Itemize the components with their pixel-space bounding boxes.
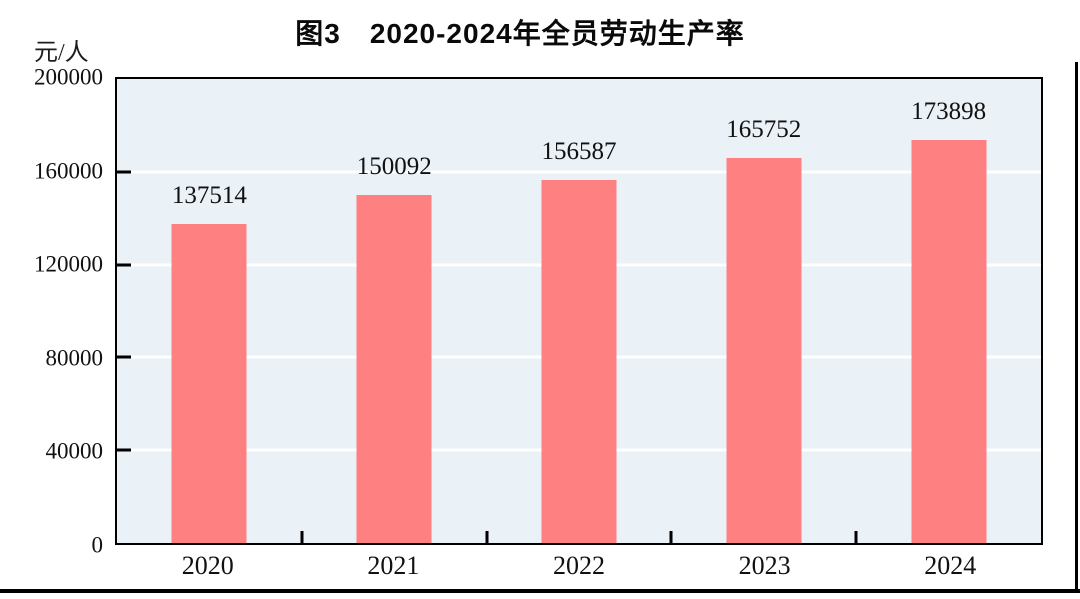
bar-2021 (356, 194, 432, 543)
x-axis-tick-4 (854, 531, 858, 543)
bar-value-label-2024: 173898 (911, 97, 987, 125)
y-axis-unit-label: 元/人 (34, 40, 89, 66)
y-tick-label-40000: 40000 (45, 438, 104, 464)
y-tick-label-120000: 120000 (34, 251, 103, 277)
bar-slot-2024: 173898 (856, 79, 1041, 543)
y-axis-tick-160000 (117, 170, 131, 174)
y-tick-label-200000: 200000 (34, 64, 103, 90)
bar-value-label-2020: 137514 (171, 181, 247, 209)
x-tick-label-2024: 2024 (924, 551, 977, 580)
x-tick-label-2021: 2021 (367, 551, 420, 580)
bar-2020 (171, 223, 247, 543)
x-axis-tick-2 (485, 531, 489, 543)
y-axis-tick-40000 (117, 448, 131, 452)
document-border-right (1075, 62, 1078, 593)
x-axis-labels: 2020 2021 2022 2023 2024 (115, 551, 1043, 589)
bar-value-label-2023: 165752 (726, 116, 802, 144)
bar-2023 (726, 158, 802, 543)
x-tick-label-2023: 2023 (738, 551, 791, 580)
plot-area: 137514 150092 156587 165752 173898 (115, 77, 1043, 545)
y-tick-label-80000: 80000 (45, 345, 104, 371)
y-axis-tick-80000 (117, 355, 131, 359)
bar-slot-2023: 165752 (671, 79, 856, 543)
y-tick-label-0: 0 (91, 532, 104, 558)
bar-2022 (541, 179, 617, 543)
bar-slot-2022: 156587 (487, 79, 672, 543)
chart-title: 图3 2020-2024年全员劳动生产率 (295, 18, 745, 49)
y-tick-label-160000: 160000 (34, 158, 103, 184)
bar-2024 (911, 139, 987, 543)
bar-slot-2020: 137514 (117, 79, 302, 543)
bar-slot-2021: 150092 (302, 79, 487, 543)
x-tick-label-2020: 2020 (181, 551, 234, 580)
document-border-bottom (0, 589, 1080, 593)
x-axis-tick-1 (300, 531, 304, 543)
bar-value-label-2022: 156587 (541, 137, 617, 165)
y-axis-tick-120000 (117, 263, 131, 267)
gridline-160000 (117, 170, 1041, 174)
x-axis-tick-3 (669, 531, 673, 543)
x-tick-label-2022: 2022 (552, 551, 605, 580)
bar-value-label-2021: 150092 (356, 152, 432, 180)
y-axis-labels: 0 40000 80000 120000 160000 200000 (0, 66, 104, 557)
